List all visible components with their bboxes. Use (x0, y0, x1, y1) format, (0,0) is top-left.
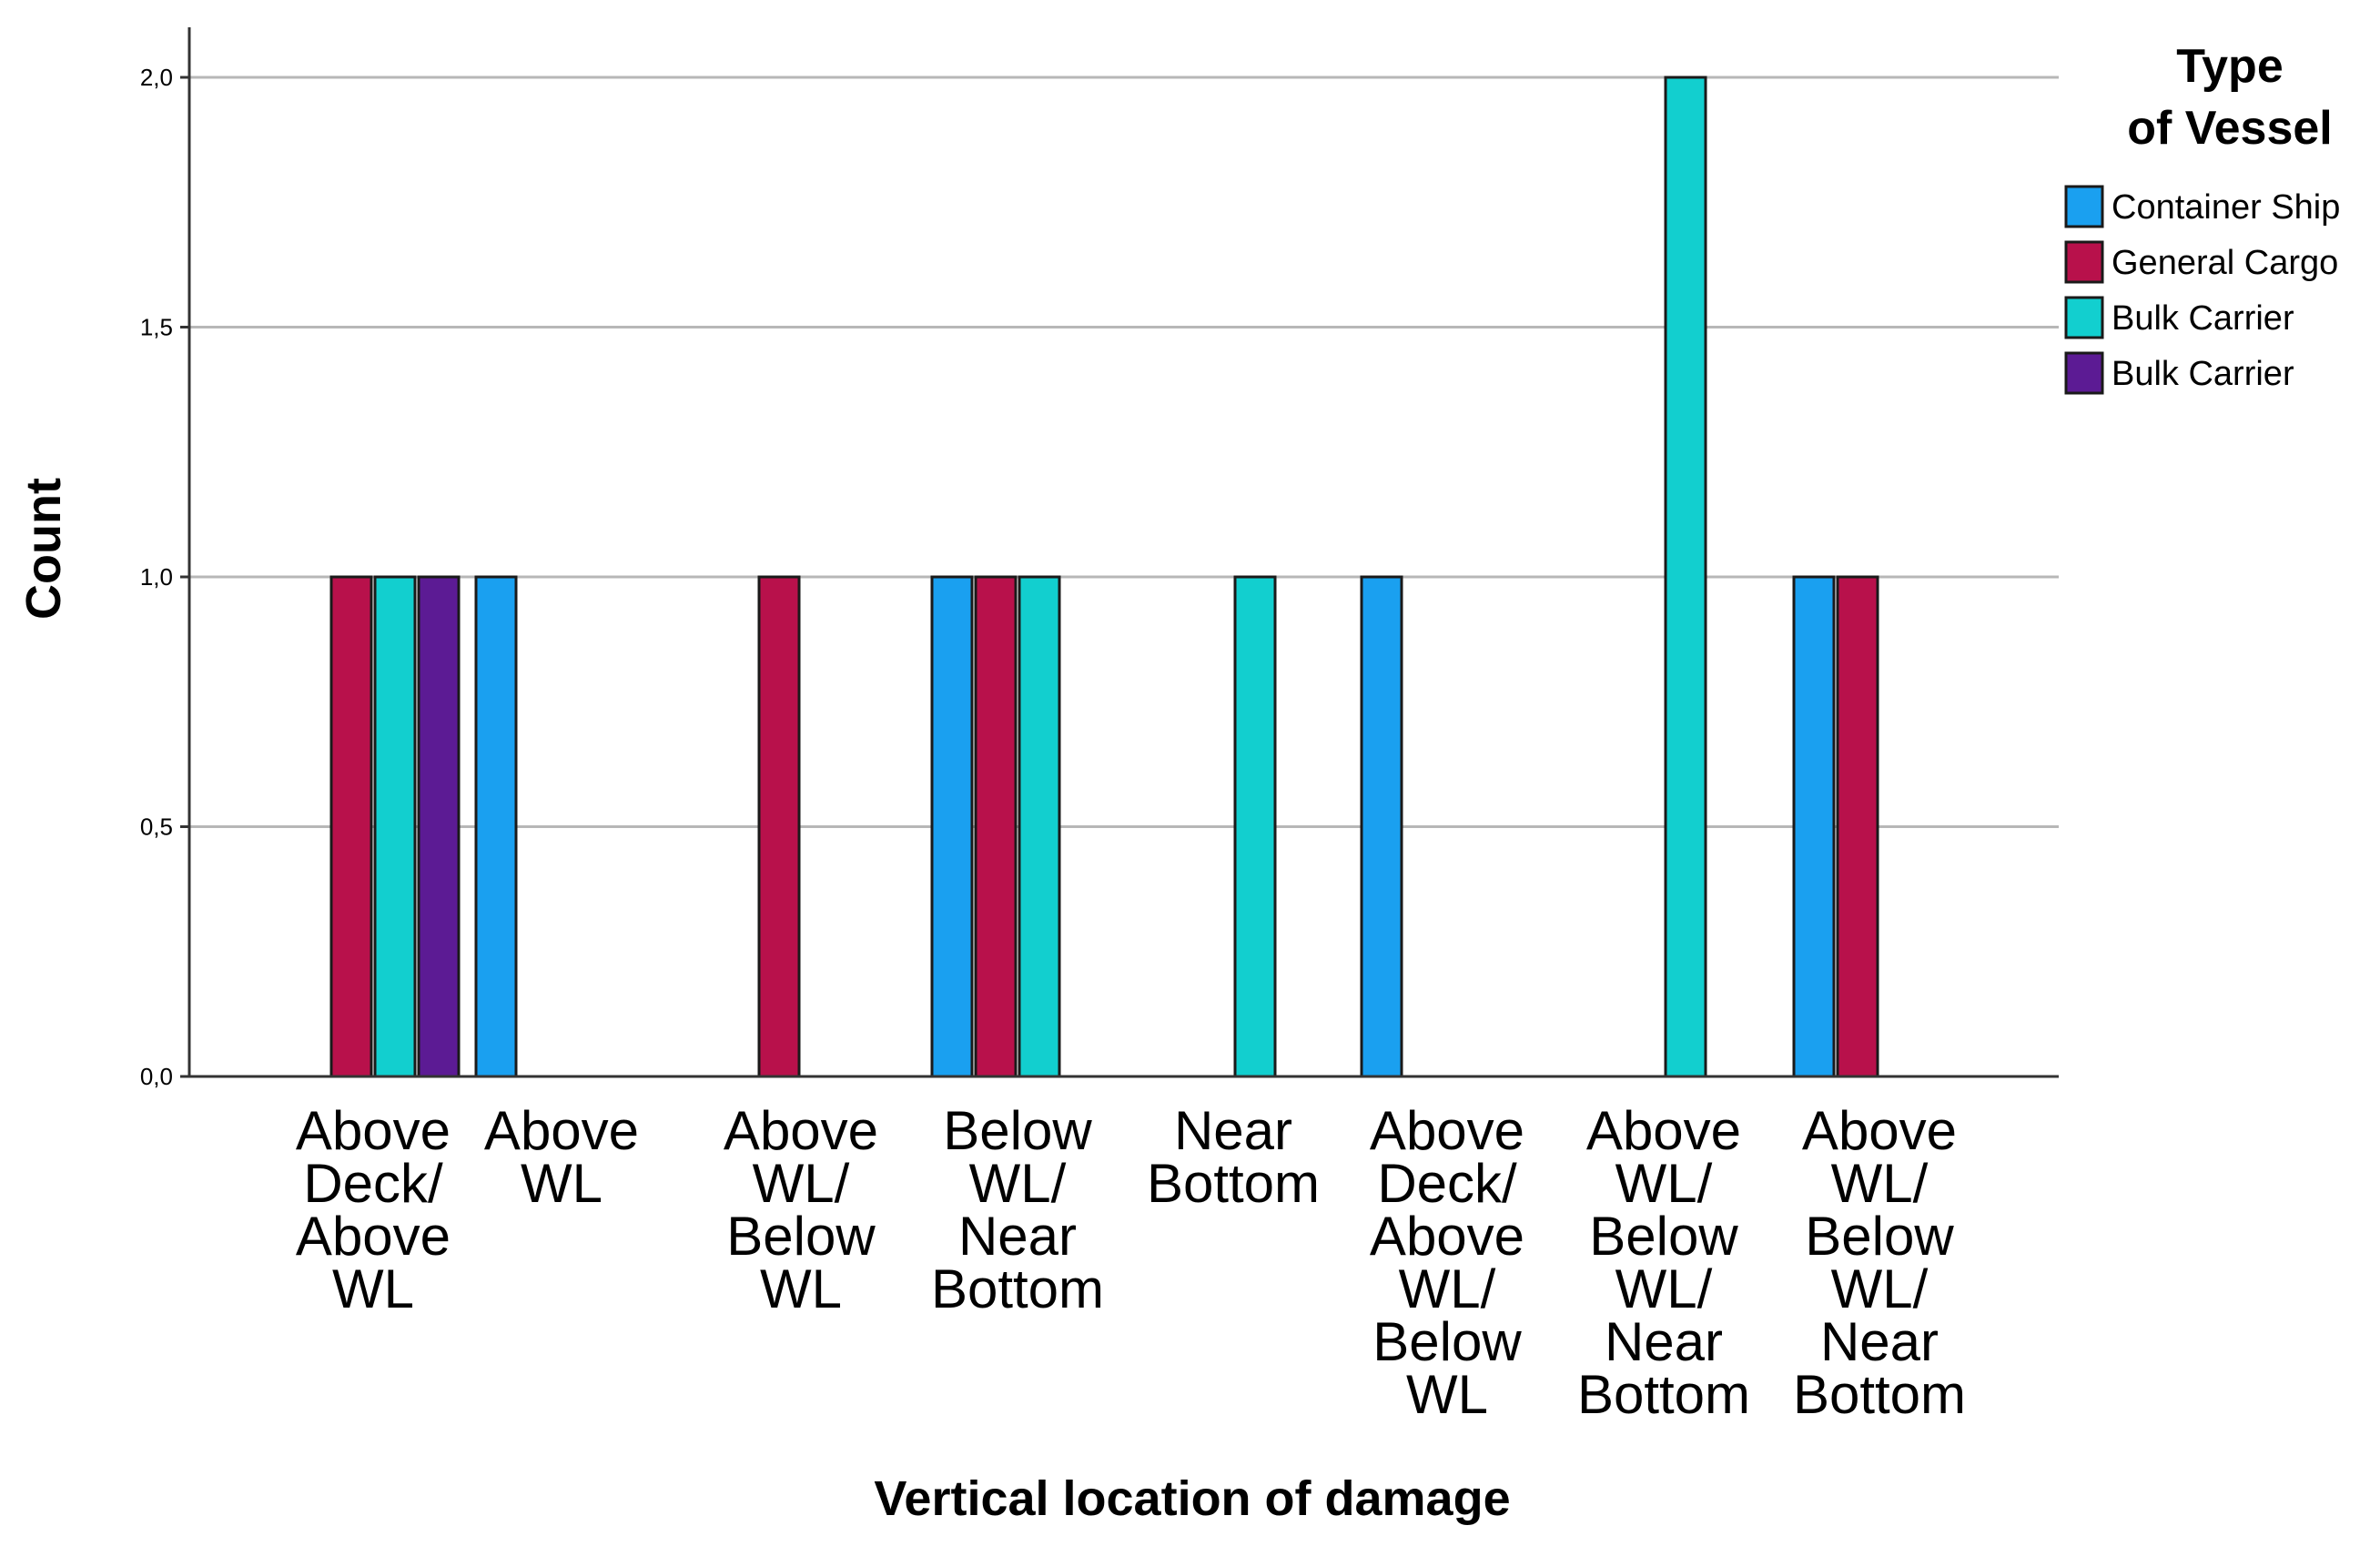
x-category-label-line: Above (296, 1206, 451, 1267)
x-category-label-line: WL/ (969, 1153, 1067, 1214)
y-tick-labels: 0,0 0,5 1,0 1,5 2,0 (140, 64, 173, 1090)
legend-swatch (2064, 296, 2104, 339)
bar (1836, 575, 1879, 1078)
x-category-label-line: Near (1174, 1100, 1292, 1161)
legend-title: of Vessel (2127, 102, 2332, 155)
x-category-label-line: WL (1406, 1364, 1488, 1425)
x-category-label-line: WL/ (1831, 1258, 1929, 1319)
bar (474, 575, 518, 1078)
bar (1792, 575, 1836, 1078)
x-category-label-line: Near (1820, 1311, 1939, 1372)
x-category-label: Above WL/Below WL/Near Bottom (1577, 1100, 1750, 1425)
x-category-label-line: Above (484, 1100, 639, 1161)
x-category-label-line: WL/ (1615, 1153, 1713, 1214)
x-category-label-line: Above (296, 1100, 451, 1161)
legend-swatch (2064, 240, 2104, 284)
axes (180, 27, 2059, 1078)
x-category-label: Above Deck/Above WL/Below WL (1370, 1100, 1524, 1425)
y-axis-title: Count (16, 478, 71, 620)
x-category-label-line: Above (724, 1100, 878, 1161)
x-category-label-line: Above (1586, 1100, 1741, 1161)
x-category-label: Above WL/Below WL (724, 1100, 878, 1319)
grid-lines (189, 76, 2059, 828)
bar (1360, 575, 1403, 1078)
x-category-label-line: Bottom (931, 1258, 1104, 1319)
x-category-label-line: Below (726, 1206, 876, 1267)
x-category-label-line: Above (1370, 1206, 1524, 1267)
bar (1018, 575, 1061, 1078)
bar (974, 575, 1018, 1078)
x-category-label: Below WL/Near Bottom (931, 1100, 1104, 1319)
y-tick-label: 1,0 (140, 563, 173, 591)
x-category-label: Above WL (484, 1100, 639, 1214)
legend-label: General Cargo (2112, 244, 2338, 282)
legend-label: Container Ship (2112, 188, 2340, 227)
bar (930, 575, 974, 1078)
legend: Type of Vessel Container Ship General Cargo… (2064, 40, 2340, 395)
x-category-label-line: WL (760, 1258, 842, 1319)
bar (329, 575, 373, 1078)
x-category-label-line: Deck/ (1377, 1153, 1517, 1214)
x-category-label-line: WL (332, 1258, 414, 1319)
x-category-label-line: Near (958, 1206, 1077, 1267)
x-category-label: Near Bottom (1147, 1100, 1320, 1214)
x-category-label-line: Deck/ (303, 1153, 443, 1214)
x-category-label: Above Deck/Above WL (296, 1100, 451, 1319)
x-category-label-line: Below (943, 1100, 1092, 1161)
x-category-label-line: Above (1802, 1100, 1957, 1161)
legend-swatch (2064, 185, 2104, 228)
bar (1233, 575, 1277, 1078)
y-tick-label: 1,5 (140, 314, 173, 341)
bar (417, 575, 461, 1078)
x-category-label-line: Bottom (1577, 1364, 1750, 1425)
bar (373, 575, 417, 1078)
y-tick-label: 0,0 (140, 1063, 173, 1090)
y-tick-label: 2,0 (140, 64, 173, 91)
x-category-label-line: Below (1372, 1311, 1522, 1372)
legend-label: Bulk Carrier (2112, 299, 2294, 338)
x-category-label-line: WL/ (1831, 1153, 1929, 1214)
x-category-label-line: WL/ (1399, 1258, 1496, 1319)
x-category-label-line: WL (521, 1153, 603, 1214)
legend-label: Bulk Carrier (2112, 355, 2294, 393)
x-category-label-line: Bottom (1147, 1153, 1320, 1214)
legend-title: Type (2176, 40, 2284, 93)
x-category-label: Above WL/Below WL/Near Bottom (1793, 1100, 1966, 1425)
x-category-label-line: Near (1605, 1311, 1723, 1372)
y-tick-label: 0,5 (140, 813, 173, 841)
x-category-label-line: Below (1805, 1206, 1954, 1267)
x-category-label-line: WL/ (1615, 1258, 1713, 1319)
x-axis-title: Vertical location of damage (874, 1471, 1510, 1526)
x-category-label-line: Bottom (1793, 1364, 1966, 1425)
legend-swatch (2064, 351, 2104, 395)
bar (1664, 76, 1707, 1078)
x-category-label-line: WL/ (753, 1153, 850, 1214)
x-category-label-line: Below (1589, 1206, 1738, 1267)
bar (757, 575, 801, 1078)
x-category-label-line: Above (1370, 1100, 1524, 1161)
